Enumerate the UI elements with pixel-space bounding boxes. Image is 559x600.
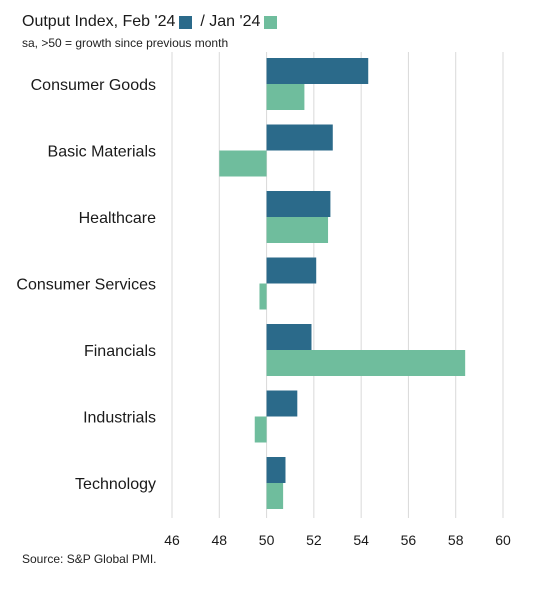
x-tick-label: 60 — [495, 532, 511, 548]
bar-feb — [266, 124, 333, 151]
chart-title: Output Index, Feb '24 — [22, 13, 176, 30]
bar-feb — [266, 58, 369, 84]
bar-jan — [259, 283, 267, 310]
x-tick-label: 58 — [448, 532, 464, 548]
category-label: Basic Materials — [48, 144, 156, 161]
bar-jan — [266, 483, 284, 509]
legend-swatch-feb — [179, 15, 193, 29]
bar-feb — [266, 457, 286, 483]
category-label: Consumer Goods — [31, 77, 156, 94]
bar-jan — [219, 150, 267, 177]
chart-subtitle: sa, >50 = growth since previous month — [22, 36, 229, 50]
bar-jan — [266, 84, 305, 110]
bar-jan — [254, 416, 267, 443]
bar-feb — [266, 257, 317, 284]
category-label: Consumer Services — [16, 277, 156, 294]
x-tick-label: 52 — [306, 532, 322, 548]
category-label: Healthcare — [79, 210, 156, 227]
bar-feb — [266, 324, 312, 350]
chart-title-row: Output Index, Feb '24 / Jan '24 — [22, 13, 285, 31]
x-tick-label: 50 — [259, 532, 275, 548]
bar-feb — [266, 191, 331, 217]
bar-feb — [266, 390, 298, 417]
category-label: Industrials — [83, 410, 156, 427]
bar-jan — [266, 350, 466, 376]
category-label: Technology — [75, 476, 156, 493]
category-label: Financials — [84, 343, 156, 360]
x-tick-label: 46 — [164, 532, 180, 548]
x-tick-label: 56 — [401, 532, 417, 548]
legend-swatch-jan — [264, 15, 278, 29]
bar-jan — [266, 217, 329, 243]
legend-label-jan: / Jan '24 — [200, 13, 261, 30]
x-tick-label: 48 — [211, 532, 227, 548]
x-tick-label: 54 — [353, 532, 369, 548]
source-note: Source: S&P Global PMI. — [22, 552, 157, 566]
